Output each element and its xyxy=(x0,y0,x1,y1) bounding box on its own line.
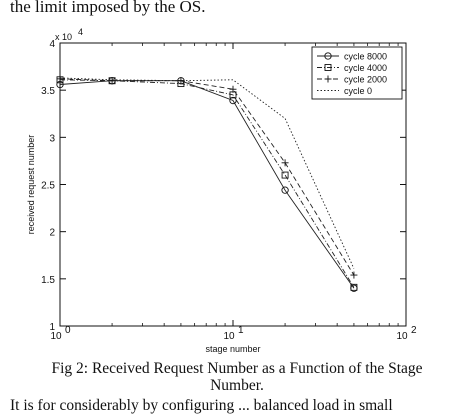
legend-label: cycle 4000 xyxy=(344,63,387,73)
data-point xyxy=(281,171,289,179)
series-cycle-0 xyxy=(59,77,355,269)
y-tick-label: 3 xyxy=(49,133,55,144)
series-cycle-2000 xyxy=(56,75,358,279)
figure-caption-line-1: Fig 2: Received Request Number as a Func… xyxy=(51,360,423,377)
series-line xyxy=(59,80,355,289)
legend-marker xyxy=(324,64,332,71)
legend-label: cycle 8000 xyxy=(344,52,387,62)
y-tick-label: 2.5 xyxy=(41,181,55,192)
x-tick-label: 10 xyxy=(50,331,62,342)
y-axis-label: received request number xyxy=(26,135,36,235)
y-tick-label: 4 xyxy=(49,39,55,50)
y-axis-multiplier-exponent: 4 xyxy=(78,27,83,37)
series-line xyxy=(59,77,355,269)
series-line xyxy=(59,78,355,276)
x-tick-exponent: 1 xyxy=(238,325,244,336)
x-axis-label: stage number xyxy=(205,344,260,354)
data-point xyxy=(350,283,358,291)
series-line xyxy=(59,79,355,288)
following-text: It is for considerably by configuring ..… xyxy=(10,397,393,414)
legend-label: cycle 0 xyxy=(344,86,372,96)
data-point xyxy=(281,186,289,194)
y-tick-label: 3.5 xyxy=(41,86,55,97)
line-chart: 10 0 10 1 10 2 1 1.5 2 2.5 3 3.5 4 x 10 4 stage number r… xyxy=(0,24,474,360)
preceding-text: the limit imposed by the OS. xyxy=(10,0,206,16)
x-tick-label: 10 xyxy=(396,331,408,342)
legend-marker xyxy=(324,52,332,60)
series-cycle-8000 xyxy=(56,77,358,292)
x-tick-exponent: 0 xyxy=(65,325,71,336)
figure-caption-line-2: Number. xyxy=(210,377,264,394)
y-tick-label: 2 xyxy=(49,228,55,239)
y-axis-multiplier: x 10 xyxy=(55,32,72,42)
legend-label: cycle 2000 xyxy=(344,75,387,85)
y-tick-label: 1.5 xyxy=(41,275,55,286)
x-tick-label: 10 xyxy=(223,331,235,342)
y-tick-label: 1 xyxy=(49,322,55,333)
series-cycle-4000 xyxy=(56,76,358,291)
x-tick-exponent: 2 xyxy=(411,325,417,336)
